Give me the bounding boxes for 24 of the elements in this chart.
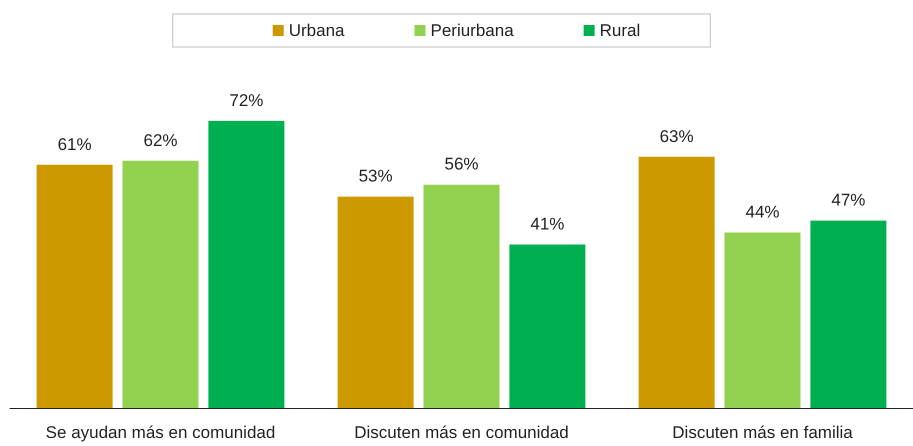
data-label: 47% (831, 190, 866, 210)
bar (208, 120, 284, 408)
data-label: 44% (745, 202, 780, 222)
bar (36, 164, 113, 408)
data-label: 63% (660, 126, 694, 146)
legend-label: Rural (600, 21, 640, 40)
legend-label: Urbana (288, 21, 346, 40)
data-label: 72% (229, 90, 264, 110)
bar (810, 220, 886, 408)
data-label: 53% (358, 166, 393, 186)
data-label: 41% (530, 214, 564, 234)
bar (338, 196, 414, 408)
data-label: 61% (58, 134, 92, 154)
legend-label: Periurbana (430, 21, 514, 40)
x-tick-label: Discuten más en comunidad (354, 423, 569, 442)
bar (122, 160, 198, 408)
bar (509, 244, 586, 408)
bar (424, 184, 500, 408)
bar (638, 156, 715, 408)
x-tick-label: Discuten más en familia (672, 423, 854, 442)
data-label: 56% (444, 154, 479, 174)
bar (724, 232, 800, 408)
x-tick-label: Se ayudan más en comunidad (46, 423, 276, 442)
data-label: 62% (143, 130, 178, 150)
